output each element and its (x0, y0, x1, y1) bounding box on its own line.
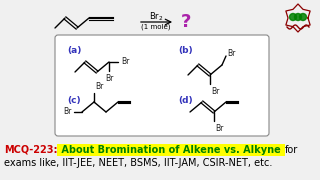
Text: (b): (b) (178, 46, 193, 55)
Text: Br: Br (215, 124, 223, 133)
Text: Br: Br (95, 82, 103, 91)
Text: Br: Br (105, 74, 113, 83)
Text: (a): (a) (67, 46, 81, 55)
Text: ?: ? (181, 13, 191, 31)
Text: About Bromination of Alkene vs. Alkyne: About Bromination of Alkene vs. Alkyne (58, 145, 284, 155)
FancyBboxPatch shape (55, 35, 269, 136)
Text: (d): (d) (178, 96, 193, 105)
Circle shape (294, 14, 301, 21)
Text: Br$_2$: Br$_2$ (149, 11, 163, 23)
Circle shape (290, 14, 297, 21)
Text: Br: Br (121, 57, 129, 66)
Text: (1 mole): (1 mole) (141, 24, 171, 30)
Text: exams like, IIT-JEE, NEET, BSMS, IIT-JAM, CSIR-NET, etc.: exams like, IIT-JEE, NEET, BSMS, IIT-JAM… (4, 158, 272, 168)
Circle shape (300, 14, 307, 21)
Text: for: for (285, 145, 298, 155)
Text: Br: Br (64, 107, 72, 116)
Text: (c): (c) (67, 96, 81, 105)
Text: MCQ-223:: MCQ-223: (4, 145, 58, 155)
Text: Br: Br (211, 87, 220, 96)
Text: Br: Br (227, 48, 236, 57)
